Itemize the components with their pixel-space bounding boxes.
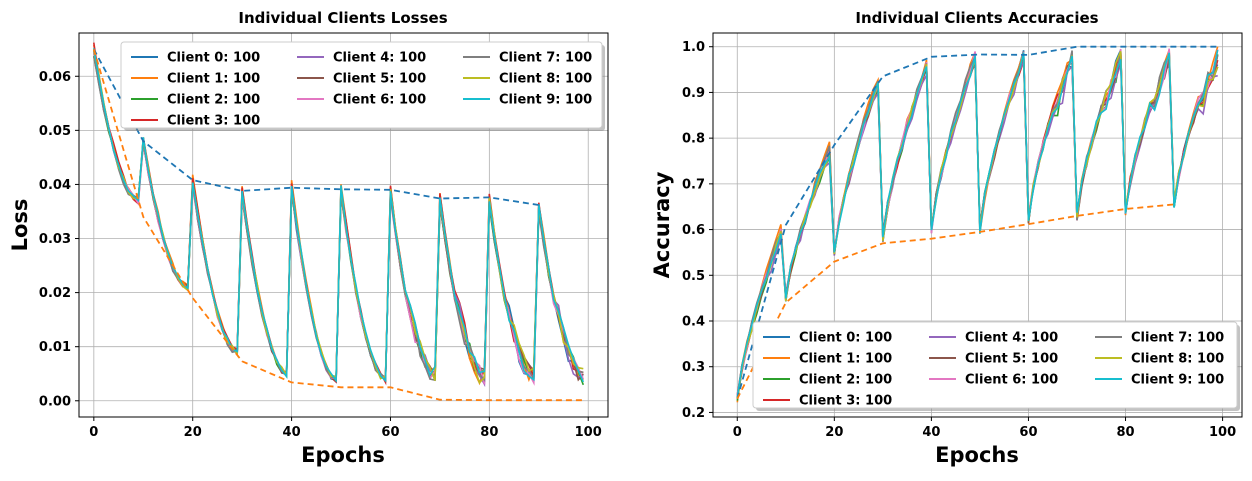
- loss-client-9-line: [93, 48, 585, 383]
- accuracy-client-9-line: [736, 49, 1219, 398]
- accuracy-y-tick-label: 0.2: [682, 406, 705, 421]
- accuracy-legend-label-6: Client 6: 100: [965, 373, 1058, 388]
- loss-legend-label-1: Client 1: 100: [167, 72, 260, 87]
- loss-legend-label-9: Client 9: 100: [499, 93, 592, 108]
- accuracy-y-tick-label: 0.5: [682, 269, 705, 284]
- loss-x-tick-label: 100: [575, 425, 602, 440]
- accuracy-x-tick-label: 60: [1019, 425, 1037, 440]
- loss-x-tick-label: 20: [184, 425, 202, 440]
- accuracy-y-tick-label: 1.0: [682, 40, 705, 55]
- loss-y-tick-label: 0.06: [39, 70, 71, 85]
- accuracy-legend-label-3: Client 3: 100: [799, 394, 892, 409]
- loss-plot-frame: [78, 32, 609, 418]
- accuracy-lower-envelope-line: [736, 203, 1175, 400]
- loss-y-tick-label: 0.04: [39, 178, 71, 193]
- loss-legend-label-0: Client 0: 100: [167, 51, 260, 66]
- accuracy-x-tick-label: 80: [1116, 425, 1134, 440]
- accuracy-x-tick-label: 20: [825, 425, 843, 440]
- accuracy-legend-label-2: Client 2: 100: [799, 373, 892, 388]
- loss-x-axis-label: Epochs: [301, 443, 385, 467]
- accuracy-x-tick-label: 40: [922, 425, 940, 440]
- loss-legend-label-8: Client 8: 100: [499, 72, 592, 87]
- accuracy-ticks: 0 20 40 60 80 100 0.2 0.3 0.4 0.5 0.6 0.7 0.8 0.9 1.0: [682, 40, 1236, 440]
- accuracy-legend-label-4: Client 4: 100: [965, 331, 1058, 346]
- loss-y-tick-label: 0.05: [39, 124, 71, 139]
- loss-y-axis-label: Loss: [8, 199, 32, 252]
- loss-legend-label-4: Client 4: 100: [333, 51, 426, 66]
- accuracy-legend-label-7: Client 7: 100: [1131, 331, 1224, 346]
- loss-y-tick-label: 0.01: [39, 340, 71, 355]
- loss-lower-envelope-line: [92, 48, 584, 402]
- accuracy-client-lines: [736, 46, 1219, 403]
- accuracy-y-tick-label: 0.4: [682, 315, 705, 330]
- accuracy-chart-title: Individual Clients Accuracies: [855, 9, 1098, 27]
- accuracy-y-axis-label: Accuracy: [650, 171, 674, 278]
- accuracy-y-tick-label: 0.7: [682, 177, 705, 192]
- loss-y-tick-label: 0.02: [39, 286, 71, 301]
- loss-client-lines: [93, 42, 585, 388]
- accuracy-y-tick-label: 0.8: [682, 132, 705, 147]
- accuracy-plot-frame: [712, 32, 1243, 418]
- accuracy-legend-box: [752, 321, 1238, 409]
- loss-chart: Individual Clients Losses 0 20 40 60 80 100 0.…: [8, 9, 609, 467]
- accuracy-legend-label-0: Client 0: 100: [799, 331, 892, 346]
- accuracy-legend-label-5: Client 5: 100: [965, 352, 1058, 367]
- loss-chart-title: Individual Clients Losses: [238, 9, 447, 27]
- accuracy-y-tick-label: 0.6: [682, 223, 705, 238]
- loss-upper-envelope-line: [93, 48, 539, 206]
- accuracy-legend-label-1: Client 1: 100: [799, 352, 892, 367]
- accuracy-y-tick-label: 0.9: [682, 86, 705, 101]
- accuracy-envelopes: [736, 45, 1218, 400]
- loss-x-tick-label: 60: [381, 425, 399, 440]
- accuracy-upper-envelope-line: [736, 45, 1218, 399]
- loss-y-tick-label: 0.00: [39, 394, 71, 409]
- loss-legend-label-2: Client 2: 100: [167, 93, 260, 108]
- loss-legend-label-7: Client 7: 100: [499, 51, 592, 66]
- loss-legend-box: [120, 41, 603, 129]
- accuracy-legend: Client 0: 100 Client 1: 100 Client 2: 100 C…: [752, 321, 1240, 411]
- loss-legend-label-5: Client 5: 100: [333, 72, 426, 87]
- loss-envelopes: [92, 48, 584, 402]
- loss-ticks: 0 20 40 60 80 100 0.00 0.01 0.02 0.03 0.04 0.05 0.06: [39, 70, 602, 440]
- loss-legend-label-6: Client 6: 100: [333, 93, 426, 108]
- accuracy-chart: Individual Clients Accuracies 0 20 40 60 80 1…: [650, 9, 1243, 467]
- accuracy-legend-label-8: Client 8: 100: [1131, 352, 1224, 367]
- loss-y-tick-label: 0.03: [39, 232, 71, 247]
- loss-legend: Client 0: 100 Client 1: 100 Client 2: 100 C…: [120, 41, 605, 131]
- loss-x-tick-label: 40: [283, 425, 301, 440]
- accuracy-x-tick-label: 0: [733, 425, 742, 440]
- accuracy-x-axis-label: Epochs: [935, 443, 1019, 467]
- accuracy-y-tick-label: 0.3: [682, 360, 705, 375]
- loss-legend-label-3: Client 3: 100: [167, 114, 260, 129]
- loss-x-tick-label: 0: [89, 425, 98, 440]
- accuracy-x-tick-label: 100: [1209, 425, 1236, 440]
- loss-x-tick-label: 80: [480, 425, 498, 440]
- accuracy-legend-label-9: Client 9: 100: [1131, 373, 1224, 388]
